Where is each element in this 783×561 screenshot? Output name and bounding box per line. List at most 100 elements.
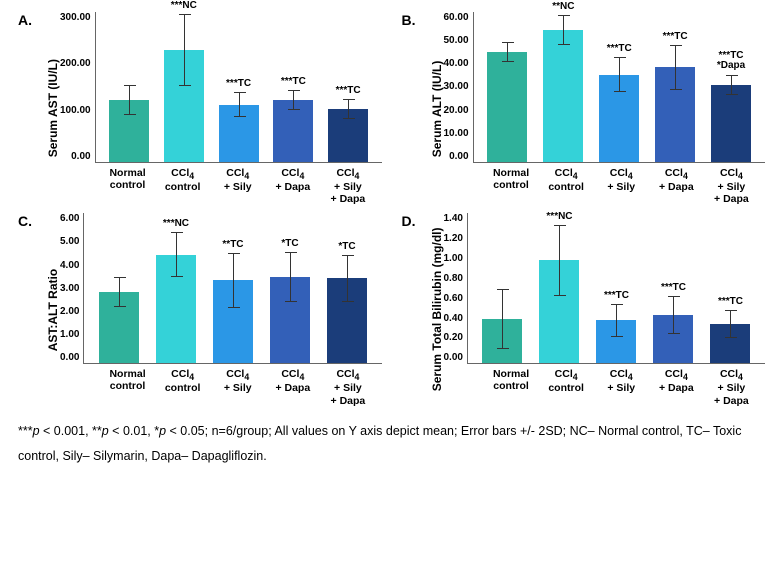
y-axis-ticks: 1.401.201.000.800.600.400.200.00 [444,213,467,363]
significance-label: ***TC [263,77,323,88]
significance-label: ***TC [645,32,705,43]
bar-slot: ***TC [217,12,261,162]
error-bar [348,99,349,119]
x-tick-label: CCl4+ Sily [597,167,645,205]
error-bar [239,92,240,117]
error-bar [563,15,564,45]
plot-area: ***NC***TC***TC***TC [95,12,382,163]
bar [487,52,527,162]
x-tick-label: CCl4+ Dapa [652,368,700,406]
significance-label: ***NC [146,219,206,230]
bar [164,50,204,163]
panel-grid: A. Serum AST (IU/L)300.00200.00100.000.00… [18,12,765,407]
plot-area: ***NC***TC***TC***TC [467,213,765,364]
bar [710,324,750,364]
x-axis-labels: NormalcontrolCCl4controlCCl4+ SilyCCl4+ … [94,364,382,406]
significance-label: ***NC [529,212,589,223]
error-bar [184,14,185,86]
error-bar [347,255,348,303]
y-axis-ticks: 60.0050.0040.0030.0020.0010.000.00 [444,12,473,162]
error-bar [730,310,731,338]
footnote: ***p < 0.001, **p < 0.01, *p < 0.05; n=6… [18,419,765,469]
bar-slot: **NC [541,12,585,162]
error-bar [619,57,620,92]
panel-b: B. Serum ALT (IU/L)60.0050.0040.0030.0020… [402,12,766,205]
bar-slot: *TC [325,213,369,363]
bar [328,109,368,163]
significance-label: *TC [260,239,320,250]
bar [596,320,636,363]
error-bar [507,42,508,62]
error-bar [675,45,676,90]
x-tick-label: CCl4control [542,368,590,406]
y-axis-label: Serum AST (IU/L) [44,12,60,205]
x-tick-label: CCl4+ Sily+ Dapa [324,167,372,205]
x-tick-label: CCl4control [542,167,590,205]
bar-slot: ***TC [594,213,638,363]
bar-slot: ***TC [651,213,695,363]
bar [219,105,259,163]
bar [655,67,695,162]
x-tick-label: CCl4+ Dapa [269,167,317,205]
x-tick-label: CCl4+ Sily+ Dapa [707,368,755,406]
error-bar [731,75,732,95]
bar-slot: ***TC [597,12,641,162]
panel-letter: B. [402,12,416,28]
y-axis-label: Serum Total Bilirubin (mg/dl) [428,213,444,406]
bar [273,100,313,163]
bar-slot: ***TC [708,213,752,363]
error-bar [119,277,120,307]
bar-slot: ***NC [162,12,206,162]
significance-label: **TC [203,240,263,251]
x-tick-label: CCl4+ Dapa [652,167,700,205]
panel-letter: C. [18,213,32,229]
x-axis-labels: NormalcontrolCCl4controlCCl4+ SilyCCl4+ … [94,163,382,205]
x-tick-label: Normalcontrol [104,368,152,406]
significance-label: ***TC [318,86,378,97]
error-bar [502,289,503,349]
panel-d: D.Serum Total Bilirubin (mg/dl)1.401.201… [402,213,766,406]
error-bar [129,85,130,115]
x-tick-label: Normalcontrol [487,368,535,406]
x-tick-label: CCl4+ Dapa [269,368,317,406]
significance-label: ***TC [209,79,269,90]
bar-slot [107,12,151,162]
x-tick-label: CCl4+ Sily [214,167,262,205]
significance-label: ***NC [154,1,214,12]
significance-label: ***TC [586,291,646,302]
x-tick-label: Normalcontrol [104,167,152,205]
bar-slot: ***NC [154,213,198,363]
bar-slot: *TC [268,213,312,363]
bar [327,278,367,363]
bar [711,85,751,163]
y-axis-ticks: 6.005.004.003.002.001.000.00 [60,213,83,363]
y-axis-label: Serum ALT (IU/L) [428,12,444,205]
significance-label: ***TC [589,44,649,55]
significance-label: **NC [533,2,593,13]
panel-a: A. Serum AST (IU/L)300.00200.00100.000.00… [18,12,382,205]
bar-slot: ***TC*Dapa [709,12,753,162]
bar [653,315,693,363]
bar-slot: ***TC [653,12,697,162]
panel-letter: A. [18,12,32,28]
x-tick-label: CCl4+ Sily+ Dapa [707,167,755,205]
significance-label: ***TC*Dapa [701,51,761,73]
x-tick-label: CCl4+ Sily [597,368,645,406]
panel-c: C.AST:ALT Ratio6.005.004.003.002.001.000… [18,213,382,406]
bar [539,260,579,363]
error-bar [233,253,234,308]
bar [156,255,196,364]
plot-area: ***NC**TC*TC*TC [83,213,381,364]
y-axis-ticks: 300.00200.00100.000.00 [60,12,95,162]
error-bar [673,296,674,335]
bar [99,292,139,363]
error-bar [293,90,294,110]
plot-area: **NC***TC***TC***TC*Dapa [473,12,765,163]
bar [270,277,310,363]
error-bar [559,225,560,296]
error-bar [176,232,177,277]
x-tick-label: CCl4control [159,368,207,406]
bar-slot: **TC [211,213,255,363]
bar-slot [485,12,529,162]
x-axis-labels: NormalcontrolCCl4controlCCl4+ SilyCCl4+ … [478,364,766,406]
